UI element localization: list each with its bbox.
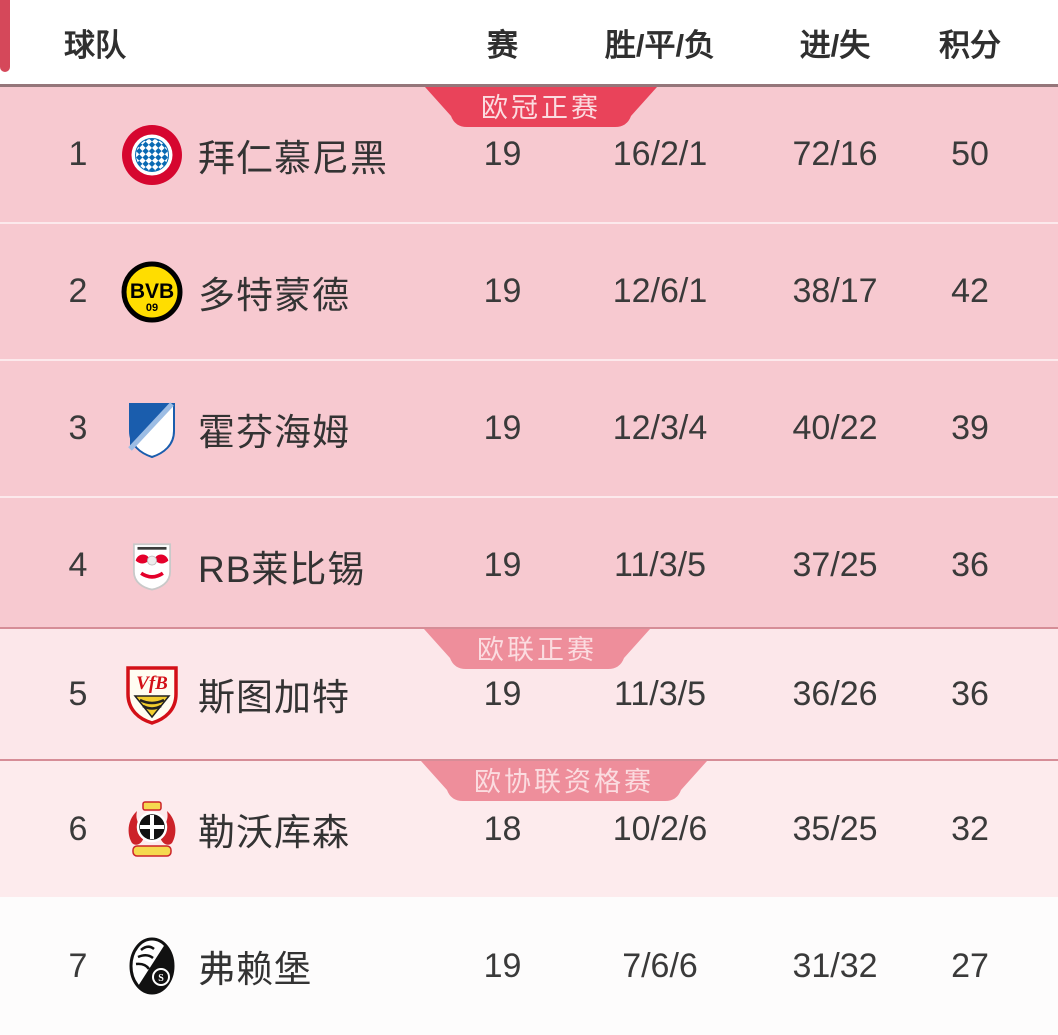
rank: 7: [68, 946, 88, 985]
win-draw-loss: 12/3/4: [612, 409, 708, 447]
goals-for-against: 38/17: [792, 272, 878, 310]
team-name: 弗赖堡: [198, 949, 312, 990]
badge-label: 欧联正赛: [477, 634, 597, 665]
points: 32: [951, 809, 989, 848]
team-name: RB莱比锡: [198, 548, 366, 590]
rb-leipzig-crest-icon: [116, 537, 188, 595]
badge-label: 欧冠正赛: [481, 92, 601, 123]
svg-text:VfB: VfB: [136, 673, 168, 694]
matches-played: 18: [483, 809, 522, 848]
team-name: 霍芬海姆: [198, 411, 350, 453]
table-row: 6 勒沃库森 18 10/2/6 35/25 32: [0, 761, 1058, 897]
title-accent-bar: [0, 0, 10, 72]
win-draw-loss: 7/6/6: [622, 946, 698, 985]
team-name: 多特蒙德: [198, 274, 350, 316]
champions-league-badge: 欧冠正赛: [425, 87, 657, 127]
goals-for-against: 36/26: [792, 674, 878, 713]
table-row: 4 RB莱比锡 19 11/3/5 37/25 36: [0, 498, 1058, 633]
stuttgart-crest-icon: VfB: [116, 662, 188, 726]
points: 39: [951, 409, 989, 447]
table-row: 2 BVB 09 多特蒙德 19 12/6/1 38/17 42: [0, 224, 1058, 361]
header-goals: 进/失: [799, 27, 871, 63]
borussia-dortmund-crest-icon: BVB 09: [116, 260, 188, 324]
points: 27: [951, 946, 989, 985]
section-champions-league: 欧冠正赛 1 拜仁慕尼黑 19 16/2/1 72/16 50: [0, 87, 1058, 627]
svg-text:BVB: BVB: [130, 280, 174, 303]
table-row: 3 霍芬海姆 19 12/3/4 40/22 39: [0, 361, 1058, 498]
table-row: 1 拜仁慕尼黑 19 16/2/1 72/16 50: [0, 87, 1058, 224]
conference-league-badge: 欧协联资格赛: [421, 761, 707, 801]
matches-played: 19: [483, 946, 522, 985]
rank: 6: [68, 809, 88, 848]
win-draw-loss: 11/3/5: [613, 674, 706, 713]
freiburg-crest-icon: S: [116, 934, 188, 998]
section-divider: [0, 759, 1058, 761]
bayer-leverkusen-crest-icon: [116, 797, 188, 861]
section-remaining: 7 S 弗赖堡 19 7/6/6 31/32 27: [0, 897, 1058, 1035]
section-europa-league: 欧联正赛 5 VfB 斯图加特 19 11/3/5 36/26 36: [0, 629, 1058, 759]
goals-for-against: 72/16: [792, 135, 878, 173]
win-draw-loss: 10/2/6: [612, 809, 708, 848]
header-divider: [0, 84, 1058, 87]
header-team: 球队: [64, 27, 126, 63]
win-draw-loss: 11/3/5: [613, 546, 706, 584]
team-name: 斯图加特: [198, 677, 350, 718]
matches-played: 19: [483, 674, 522, 713]
win-draw-loss: 16/2/1: [612, 135, 708, 173]
goals-for-against: 37/25: [792, 546, 878, 584]
section-divider: [0, 627, 1058, 629]
europa-league-badge: 欧联正赛: [424, 629, 650, 669]
goals-for-against: 35/25: [792, 809, 878, 848]
rank: 2: [68, 272, 88, 310]
svg-text:S: S: [158, 973, 164, 984]
bayern-munich-crest-icon: [116, 123, 188, 187]
matches-played: 19: [483, 272, 522, 310]
win-draw-loss: 12/6/1: [612, 272, 708, 310]
rank: 4: [68, 546, 88, 584]
rank: 1: [68, 135, 88, 173]
hoffenheim-crest-icon: [116, 397, 188, 461]
team-name: 勒沃库森: [198, 812, 350, 853]
svg-text:09: 09: [146, 302, 158, 314]
badge-label: 欧协联资格赛: [474, 766, 654, 797]
goals-for-against: 31/32: [792, 946, 878, 985]
table-row: 5 VfB 斯图加特 19 11/3/5 36/26 36: [0, 629, 1058, 759]
points: 50: [951, 135, 989, 173]
table-row: 7 S 弗赖堡 19 7/6/6 31/32 27: [0, 897, 1058, 1035]
points: 36: [951, 674, 989, 713]
team-name: 拜仁慕尼黑: [198, 137, 388, 179]
header-played: 赛: [487, 27, 518, 63]
matches-played: 19: [483, 409, 522, 447]
rank: 3: [68, 409, 88, 447]
goals-for-against: 40/22: [792, 409, 878, 447]
header-win-draw-loss: 胜/平/负: [604, 27, 716, 63]
table-header: 球队 赛 胜/平/负 进/失 积分: [0, 0, 1058, 84]
rank: 5: [68, 674, 88, 713]
points: 42: [951, 272, 989, 310]
matches-played: 19: [483, 135, 522, 173]
section-conference-league: 欧协联资格赛 6 勒沃库森 18 10/2/6 35/25 32: [0, 761, 1058, 897]
points: 36: [951, 546, 989, 584]
matches-played: 19: [483, 546, 522, 584]
header-points: 积分: [939, 27, 1001, 63]
